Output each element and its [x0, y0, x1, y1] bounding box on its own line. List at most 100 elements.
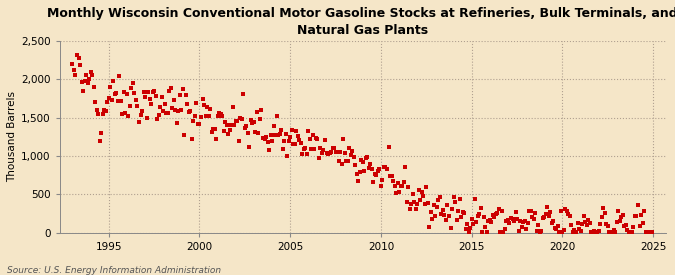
Point: [297, 152, 308, 156]
Point: [526, 215, 537, 219]
Point: [196, 115, 207, 119]
Point: [566, 222, 577, 227]
Point: [429, 203, 439, 208]
Point: [111, 91, 122, 95]
Point: [232, 119, 243, 124]
Point: [115, 98, 126, 103]
Point: [586, 230, 597, 234]
Point: [335, 149, 346, 154]
Point: [140, 95, 151, 99]
Point: [338, 137, 348, 142]
Point: [552, 224, 563, 229]
Point: [423, 201, 433, 205]
Point: [88, 85, 99, 89]
Point: [336, 162, 347, 167]
Point: [539, 215, 549, 219]
Point: [598, 205, 609, 210]
Point: [431, 205, 442, 210]
Point: [645, 230, 655, 234]
Point: [457, 210, 468, 214]
Point: [319, 138, 330, 142]
Point: [593, 229, 604, 233]
Point: [81, 73, 92, 78]
Point: [501, 218, 512, 223]
Point: [385, 174, 396, 178]
Point: [530, 211, 541, 215]
Point: [637, 221, 648, 225]
Point: [276, 128, 287, 132]
Point: [459, 211, 470, 215]
Point: [136, 109, 147, 113]
Point: [235, 116, 246, 120]
Point: [607, 230, 618, 234]
Point: [522, 221, 533, 226]
Point: [134, 120, 144, 124]
Point: [95, 138, 105, 143]
Point: [241, 124, 252, 128]
Point: [300, 146, 310, 150]
Point: [630, 214, 641, 218]
Point: [631, 214, 642, 219]
Point: [613, 209, 624, 213]
Point: [294, 138, 304, 142]
Point: [536, 229, 547, 233]
Point: [271, 113, 282, 118]
Point: [97, 111, 108, 116]
Point: [353, 178, 364, 183]
Point: [413, 188, 424, 192]
Point: [321, 151, 332, 155]
Point: [296, 141, 306, 145]
Point: [456, 215, 466, 219]
Point: [103, 95, 114, 100]
Point: [356, 158, 367, 162]
Point: [450, 200, 460, 205]
Point: [562, 209, 572, 213]
Point: [480, 225, 491, 229]
Point: [254, 117, 265, 122]
Point: [466, 217, 477, 221]
Point: [258, 136, 269, 140]
Point: [324, 151, 335, 155]
Point: [401, 200, 412, 204]
Point: [253, 131, 264, 136]
Point: [188, 119, 199, 124]
Point: [507, 217, 518, 221]
Point: [560, 207, 571, 211]
Point: [605, 230, 616, 234]
Point: [578, 214, 589, 218]
Point: [465, 226, 476, 230]
Point: [580, 220, 591, 225]
Point: [259, 137, 270, 141]
Point: [306, 147, 317, 152]
Point: [303, 129, 314, 133]
Point: [640, 230, 651, 234]
Point: [451, 218, 462, 222]
Point: [155, 104, 165, 109]
Point: [359, 168, 370, 173]
Point: [192, 121, 203, 126]
Point: [279, 139, 290, 143]
Point: [620, 223, 631, 227]
Point: [284, 138, 294, 143]
Point: [497, 209, 508, 213]
Point: [184, 109, 194, 114]
Point: [545, 210, 556, 214]
Point: [537, 216, 548, 221]
Point: [101, 109, 111, 114]
Point: [302, 151, 313, 156]
Point: [468, 221, 479, 226]
Point: [304, 136, 315, 141]
Point: [430, 213, 441, 218]
Point: [421, 185, 432, 189]
Point: [514, 219, 525, 224]
Point: [479, 214, 489, 219]
Point: [369, 172, 380, 177]
Point: [433, 198, 443, 202]
Point: [78, 89, 88, 93]
Point: [636, 213, 647, 217]
Point: [634, 224, 645, 229]
Point: [513, 229, 524, 233]
Point: [392, 181, 403, 185]
Point: [331, 150, 342, 154]
Point: [120, 111, 131, 116]
